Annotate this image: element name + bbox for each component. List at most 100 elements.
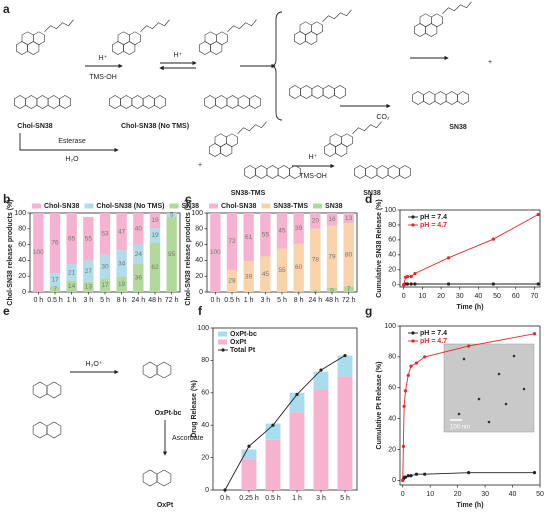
x-tick-label: 3 h bbox=[316, 495, 326, 502]
x-tick-label: 48 h bbox=[148, 297, 162, 304]
y-axis-title: Cumulative Pt Release (%) bbox=[376, 362, 383, 450]
point bbox=[491, 282, 495, 286]
data-label: 7 bbox=[53, 286, 57, 293]
x-tick-label: 8 h bbox=[294, 297, 304, 304]
legend-marker bbox=[411, 215, 415, 219]
ring bbox=[305, 31, 318, 45]
x-tick-label: 1 h bbox=[244, 297, 254, 304]
x-tick-label: 0 h bbox=[210, 297, 220, 304]
ring bbox=[21, 31, 34, 46]
side-chain bbox=[44, 19, 74, 32]
bar-segment bbox=[310, 213, 321, 229]
inset-image bbox=[443, 343, 535, 433]
point bbox=[271, 423, 275, 427]
legend-label: Chol-SN38 bbox=[221, 203, 257, 210]
point bbox=[406, 373, 410, 377]
y-tick-label: 20 bbox=[195, 273, 203, 280]
ring bbox=[199, 41, 211, 55]
point bbox=[536, 212, 540, 217]
legend-swatch bbox=[261, 203, 271, 209]
ring bbox=[354, 165, 366, 179]
bar-segment bbox=[133, 263, 144, 292]
data-label: 17 bbox=[51, 276, 59, 283]
ring bbox=[16, 41, 28, 55]
legend-swatch bbox=[169, 203, 179, 209]
data-label: 61 bbox=[245, 234, 253, 241]
x-tick-label: 5 h bbox=[277, 297, 287, 304]
point bbox=[491, 237, 495, 241]
ring bbox=[341, 133, 353, 148]
bar-segment bbox=[133, 213, 144, 245]
x-tick-label: 10 bbox=[426, 491, 434, 498]
y-tick-label: 80 bbox=[388, 222, 396, 229]
legend-label: OxPt-bc bbox=[230, 331, 257, 338]
legend-marker bbox=[411, 331, 415, 335]
x-tick-label: 0.5 h bbox=[265, 495, 281, 502]
ring bbox=[32, 381, 48, 399]
inset-particle bbox=[487, 420, 491, 424]
data-label: 16 bbox=[328, 216, 336, 223]
point bbox=[409, 282, 413, 286]
inset-particle bbox=[462, 357, 466, 361]
point bbox=[532, 471, 537, 475]
bracket bbox=[269, 11, 283, 121]
ring bbox=[142, 469, 158, 487]
ring bbox=[214, 133, 227, 148]
ring bbox=[322, 85, 335, 99]
panel-letter: f bbox=[198, 304, 203, 318]
x-tick-label: 1 h bbox=[292, 495, 302, 502]
bar-segment bbox=[49, 213, 61, 274]
data-label: 62 bbox=[151, 264, 159, 271]
legend-label: SN38 bbox=[325, 203, 343, 210]
data-label: 36 bbox=[135, 274, 143, 281]
bar-segment bbox=[210, 213, 221, 292]
y-tick-label: 40 bbox=[388, 252, 396, 259]
inset-particle bbox=[512, 354, 516, 358]
point bbox=[406, 474, 410, 478]
ring bbox=[329, 133, 342, 148]
x-axis-title: Time (h) bbox=[456, 502, 483, 509]
data-label: 53 bbox=[101, 231, 109, 238]
bar-segment bbox=[276, 213, 288, 249]
bar-segment bbox=[33, 213, 44, 292]
ring bbox=[244, 165, 256, 179]
ring bbox=[220, 143, 233, 157]
scheme-label: Ascorbate bbox=[172, 435, 204, 442]
ring bbox=[32, 421, 48, 439]
scheme-label: OxPt-bc bbox=[155, 410, 182, 417]
y-tick-label: 20 bbox=[18, 273, 26, 280]
data-label: 19 bbox=[151, 217, 159, 224]
y-tick-label: 80 bbox=[388, 354, 396, 361]
ring bbox=[434, 91, 447, 105]
ring bbox=[255, 165, 268, 179]
x-tick-label: 40 bbox=[509, 491, 517, 498]
data-label: 45 bbox=[262, 271, 270, 278]
y-tick-label: 0 bbox=[22, 289, 26, 296]
data-label: 47 bbox=[118, 228, 126, 235]
bar-segment bbox=[166, 216, 177, 292]
bar-segment bbox=[83, 216, 94, 261]
y-axis-title: Chol-SN38 release products (%) bbox=[185, 199, 192, 305]
legend-label: OxPt bbox=[230, 339, 247, 346]
arrow bbox=[19, 133, 119, 153]
ring bbox=[156, 361, 172, 379]
bar-segment bbox=[313, 371, 329, 390]
ring bbox=[414, 23, 426, 37]
legend-swatch bbox=[32, 203, 41, 209]
data-label: 24 bbox=[135, 251, 143, 258]
scheme-label: CO₂ bbox=[376, 114, 390, 121]
y-tick-label: 40 bbox=[18, 257, 26, 264]
x-tick-label: 10 bbox=[419, 293, 427, 300]
side-chain bbox=[352, 121, 382, 134]
bar-segment bbox=[149, 228, 161, 244]
ring bbox=[289, 85, 301, 99]
legend-swatch bbox=[209, 203, 218, 209]
y-tick-label: 40 bbox=[195, 257, 203, 264]
y-tick-label: 0 bbox=[199, 289, 203, 296]
ring bbox=[266, 165, 279, 179]
bar-segment bbox=[310, 228, 321, 291]
series-line bbox=[224, 355, 346, 491]
y-axis-title: Cumulative SN38 Release (%) bbox=[376, 199, 383, 297]
point bbox=[403, 389, 408, 393]
data-label: 7 bbox=[347, 286, 351, 293]
